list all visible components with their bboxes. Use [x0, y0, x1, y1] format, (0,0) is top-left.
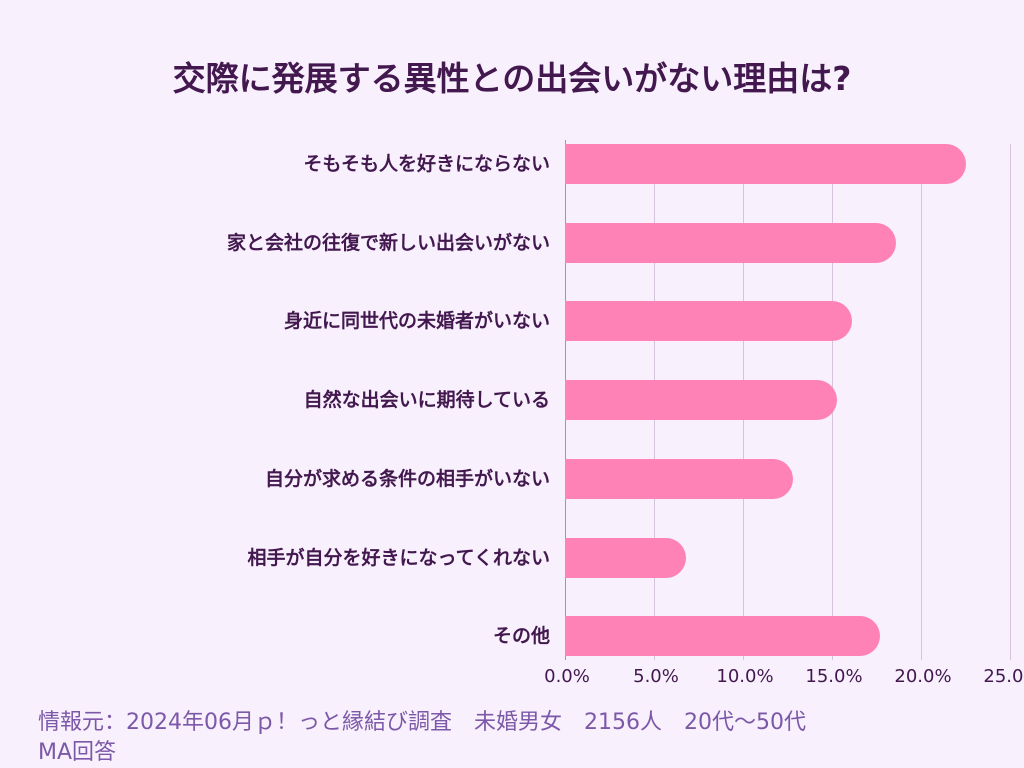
bar [565, 222, 897, 263]
bar [565, 144, 966, 184]
bar [565, 301, 852, 342]
x-tick-label: 25.0% [983, 666, 1024, 687]
source-line-1: 情報元：2024年06月ｐ！っと縁結び調査 未婚男女 2156人 20代〜50代 [38, 710, 806, 735]
chart-title: 交際に発展する異性との出会いがない理由は? [172, 59, 852, 98]
bar [565, 537, 687, 578]
x-tick-label: 15.0% [805, 666, 863, 687]
bar [565, 458, 793, 499]
x-tick-label: 10.0% [716, 666, 774, 687]
category-label: 身近に同世代の未婚者がいない [283, 310, 550, 333]
bar [565, 616, 881, 657]
category-label: そもそも人を好きにならない [303, 153, 550, 175]
source-note: 情報元：2024年06月ｐ！っと縁結び調査 未婚男女 2156人 20代〜50代… [38, 708, 998, 768]
category-label: 自然な出会いに期待している [303, 389, 550, 412]
x-tick-label: 5.0% [633, 666, 679, 687]
x-tick-label: 0.0% [544, 666, 590, 687]
category-label: 家と会社の往復で新しい出会いがない [226, 231, 550, 254]
gridline [1010, 144, 1011, 660]
category-label: その他 [492, 625, 550, 648]
bar [565, 380, 838, 421]
x-tick-label: 20.0% [894, 666, 952, 687]
plot-area [565, 140, 1024, 660]
source-line-2: MA回答 [38, 740, 117, 765]
gridline [921, 144, 922, 660]
category-label: 自分が求める条件の相手がいない [264, 467, 550, 490]
category-label: 相手が自分を好きになってくれない [247, 546, 550, 569]
